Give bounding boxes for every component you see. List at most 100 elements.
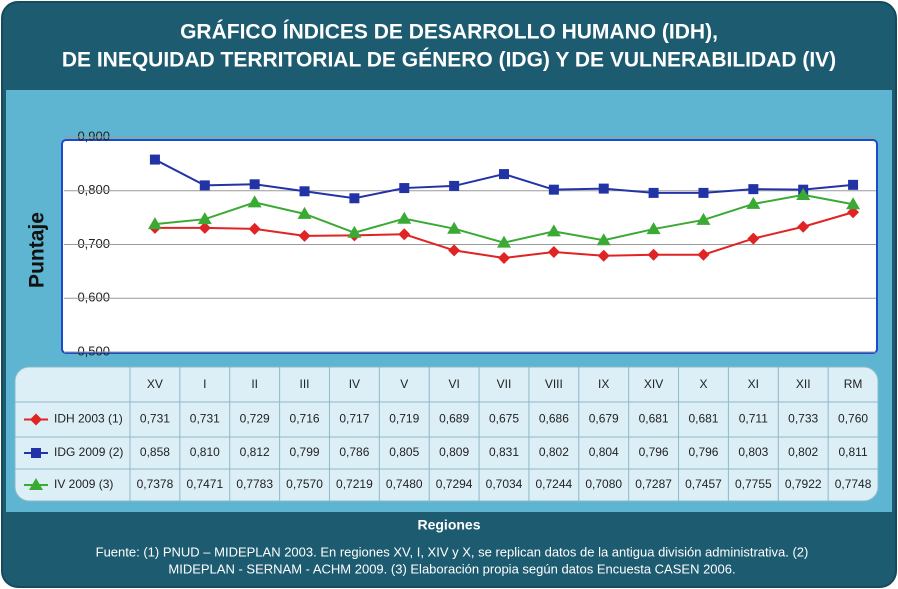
- data-point: [648, 187, 659, 198]
- data-label: 0,7922: [785, 477, 822, 491]
- data-table: [14, 366, 879, 502]
- legend-label: IDG 2009 (2): [54, 445, 123, 459]
- data-label: 0,796: [639, 445, 669, 459]
- data-point: [548, 184, 559, 195]
- y-axis-label: Puntaje: [26, 212, 49, 288]
- data-label: 0,686: [539, 412, 569, 426]
- data-label: 0,7080: [585, 477, 622, 491]
- data-point: [349, 193, 360, 204]
- data-point: [647, 248, 660, 261]
- data-point: [297, 206, 312, 219]
- x-tick-label: IV: [349, 377, 360, 391]
- x-tick-label: III: [300, 377, 310, 391]
- data-label: 0,786: [339, 445, 369, 459]
- x-tick-label: VIII: [545, 377, 563, 391]
- data-label: 0,7034: [486, 477, 523, 491]
- data-point: [347, 225, 362, 238]
- data-label: 0,799: [290, 445, 320, 459]
- data-point: [746, 196, 761, 209]
- data-point: [399, 183, 410, 194]
- x-tick-label: XII: [796, 377, 811, 391]
- data-point: [748, 184, 759, 195]
- data-label: 0,858: [140, 445, 170, 459]
- data-label: 0,802: [539, 445, 569, 459]
- data-point: [198, 221, 211, 234]
- data-label: 0,7287: [635, 477, 672, 491]
- data-label: 0,7378: [137, 477, 174, 491]
- data-label: 0,803: [738, 445, 768, 459]
- data-point: [646, 222, 661, 235]
- x-tick-label: II: [251, 377, 258, 391]
- data-point: [498, 251, 510, 264]
- legend-marker: [30, 413, 42, 426]
- data-point: [848, 179, 859, 190]
- data-label: 0,805: [389, 445, 419, 459]
- source-note: MIDEPLAN - SERNAM - ACHM 2009. (3) Elabo…: [168, 561, 735, 576]
- data-point: [697, 248, 710, 261]
- data-label: 0,7471: [186, 477, 223, 491]
- data-label: 0,689: [439, 412, 469, 426]
- x-tick-label: VI: [448, 377, 459, 391]
- data-label: 0,675: [489, 412, 519, 426]
- data-label: 0,811: [838, 445, 867, 459]
- data-label: 0,810: [190, 445, 220, 459]
- source-note: Fuente: (1) PNUD – MIDEPLAN 2003. En reg…: [96, 544, 809, 559]
- data-label: 0,733: [788, 412, 818, 426]
- data-point: [598, 183, 609, 194]
- data-label: 0,809: [439, 445, 469, 459]
- x-tick-label: X: [699, 377, 707, 391]
- y-tick-label: 0,600: [77, 290, 110, 305]
- data-label: 0,7457: [685, 477, 722, 491]
- x-tick-label: XV: [147, 377, 163, 391]
- data-label: 0,7244: [536, 477, 573, 491]
- data-label: 0,7755: [735, 477, 772, 491]
- data-point: [846, 197, 861, 210]
- data-point: [546, 224, 561, 237]
- legend-label: IDH 2003 (1): [54, 412, 123, 426]
- data-point: [149, 154, 160, 165]
- data-point: [497, 235, 511, 248]
- data-point: [247, 195, 262, 208]
- data-label: 0,679: [589, 412, 619, 426]
- data-point: [397, 211, 412, 224]
- data-label: 0,711: [739, 412, 768, 426]
- x-tick-label: XI: [748, 377, 759, 391]
- data-label: 0,7570: [286, 477, 323, 491]
- data-point: [249, 179, 260, 190]
- data-point: [747, 232, 760, 245]
- legend-label: IV 2009 (3): [54, 477, 113, 491]
- data-point: [298, 229, 311, 242]
- data-label: 0,716: [290, 412, 320, 426]
- x-tick-label: I: [203, 377, 206, 391]
- data-point: [147, 217, 162, 230]
- data-label: 0,7480: [386, 477, 423, 491]
- data-point: [547, 246, 560, 259]
- data-point: [299, 186, 310, 197]
- y-tick-label: 0,900: [77, 128, 110, 143]
- data-label: 0,7748: [835, 477, 872, 491]
- data-point: [448, 244, 461, 257]
- data-label: 0,729: [240, 412, 270, 426]
- y-tick-label: 0,800: [77, 182, 110, 197]
- data-point: [596, 233, 611, 246]
- legend-marker: [31, 448, 41, 458]
- data-label: 0,719: [389, 412, 419, 426]
- x-axis-label: Regiones: [417, 517, 480, 533]
- data-label: 0,7219: [336, 477, 373, 491]
- x-tick-label: V: [400, 377, 408, 391]
- data-label: 0,760: [838, 412, 868, 426]
- x-tick-label: XIV: [644, 377, 663, 391]
- x-tick-label: VII: [497, 377, 512, 391]
- data-point: [698, 187, 709, 198]
- data-label: 0,796: [688, 445, 718, 459]
- data-label: 0,681: [688, 412, 718, 426]
- data-label: 0,7783: [236, 477, 273, 491]
- data-label: 0,717: [339, 412, 369, 426]
- data-point: [447, 221, 462, 234]
- data-point: [197, 212, 212, 225]
- data-point: [199, 180, 210, 191]
- data-label: 0,831: [489, 445, 519, 459]
- data-point: [597, 249, 610, 262]
- data-label: 0,731: [140, 412, 170, 426]
- data-label: 0,804: [589, 445, 619, 459]
